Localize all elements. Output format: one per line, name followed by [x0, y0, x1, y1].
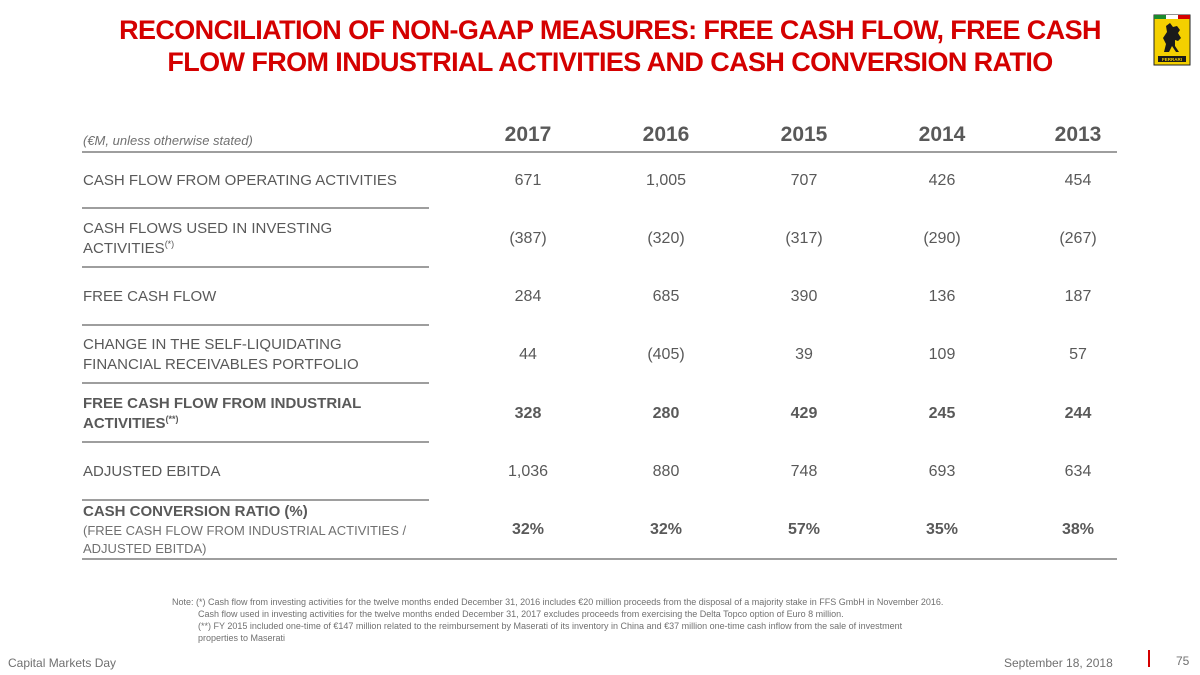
table-cell: 35% [925, 520, 959, 538]
table-cell: 707 [790, 172, 818, 189]
table-cell: 57 [1069, 346, 1087, 363]
footnote-line: Note: (*) Cash flow from investing activ… [172, 597, 944, 607]
table-cell: 429 [790, 404, 818, 422]
table-cell: 245 [928, 404, 956, 422]
row-divider [82, 382, 429, 384]
table-cell: 136 [928, 288, 956, 305]
table-cell: 634 [1064, 463, 1092, 480]
table-cell: 390 [790, 288, 818, 305]
table-cell: 280 [652, 404, 680, 422]
table-cell: (387) [509, 229, 547, 247]
row-label: ADJUSTED EBITDA [83, 443, 428, 501]
table-cell: 671 [514, 172, 542, 189]
table-cell: (317) [785, 229, 823, 247]
footnote-line: properties to Maserati [198, 633, 286, 643]
year-header: 2017 [504, 123, 552, 146]
table-cell: 57% [787, 520, 821, 538]
footer-date: September 18, 2018 [1004, 656, 1113, 670]
table-cell: 284 [514, 288, 542, 305]
year-header: 2013 [1054, 123, 1102, 146]
row-divider [82, 499, 429, 501]
table-cell: 187 [1064, 288, 1092, 305]
table-cell: 685 [652, 288, 680, 305]
footnote-line: Cash flow used in investing activities f… [198, 609, 844, 619]
row-label: CASH CONVERSION RATIO (%) (FREE CASH FLO… [83, 501, 428, 558]
row-label-line: FREE CASH FLOW FROM INDUSTRIAL [83, 394, 362, 412]
row-label: FREE CASH FLOW [83, 268, 428, 326]
year-header: 2016 [642, 123, 690, 146]
logo-wordmark: FERRARI [1162, 57, 1182, 62]
table-row: CASH FLOW FROM OPERATING ACTIVITIES 671 … [82, 153, 1117, 209]
footnote-line: (**) FY 2015 included one-time of €147 m… [198, 621, 903, 631]
table-cell: 39 [795, 346, 813, 363]
row-divider [82, 324, 429, 326]
table-cell: 426 [928, 172, 956, 189]
year-header: 2014 [918, 123, 966, 146]
row-label: CHANGE IN THE SELF-LIQUIDATING FINANCIAL… [83, 326, 428, 384]
row-label-line: CHANGE IN THE SELF-LIQUIDATING [83, 336, 342, 353]
row-label-line: CASH CONVERSION RATIO (%) [83, 502, 308, 520]
table-cell: 32% [649, 520, 683, 538]
row-label: CASH FLOWS USED IN INVESTING ACTIVITIES(… [83, 209, 428, 268]
reconciliation-table: (€M, unless otherwise stated) 2017 2016 … [82, 118, 1117, 560]
row-label-line: FREE CASH FLOW [83, 288, 217, 305]
row-label-line: CASH FLOWS USED IN INVESTING [83, 219, 333, 237]
row-label: CASH FLOW FROM OPERATING ACTIVITIES [83, 153, 428, 209]
table-cell: 693 [928, 463, 956, 480]
row-label-text: ACTIVITIES [83, 414, 166, 432]
table-cell: (405) [647, 346, 685, 363]
table-cell: 880 [652, 463, 680, 480]
slide-title-line-2: FLOW FROM INDUSTRIAL ACTIVITIES AND CASH… [167, 47, 1053, 77]
row-label-line: FINANCIAL RECEIVABLES PORTFOLIO [83, 356, 359, 373]
table-row: FREE CASH FLOW FROM INDUSTRIAL ACTIVITIE… [82, 384, 1117, 443]
table-cell: 109 [928, 346, 956, 363]
row-divider [82, 207, 429, 209]
slide-title-line-1: RECONCILIATION OF NON-GAAP MEASURES: FRE… [119, 15, 1101, 45]
row-divider [82, 441, 429, 443]
table-row: CASH CONVERSION RATIO (%) (FREE CASH FLO… [82, 501, 1117, 560]
page-number: 75 [1176, 654, 1190, 668]
unit-note: (€M, unless otherwise stated) [83, 133, 253, 148]
row-label-line: CASH FLOW FROM OPERATING ACTIVITIES [83, 172, 397, 189]
year-header: 2015 [780, 123, 828, 146]
table-row: CASH FLOWS USED IN INVESTING ACTIVITIES(… [82, 209, 1117, 268]
table-cell: (320) [647, 229, 685, 247]
table-cell: 244 [1064, 404, 1092, 422]
table-cell: (290) [923, 229, 961, 247]
table-cell: 1,036 [507, 463, 549, 480]
table-row: CHANGE IN THE SELF-LIQUIDATING FINANCIAL… [82, 326, 1117, 384]
table-cell: 328 [514, 404, 542, 422]
row-sublabel-line: ADJUSTED EBITDA) [83, 540, 207, 556]
table-cell: 1,005 [645, 172, 687, 189]
prancing-horse-shield-logo-icon: FERRARI [1153, 14, 1191, 66]
footnote-marker: (**) [165, 413, 179, 424]
table-cell: (267) [1059, 229, 1097, 247]
table-cell: 32% [511, 520, 545, 538]
row-label-line: ACTIVITIES(*) [83, 239, 428, 259]
table-cell: 38% [1061, 520, 1095, 538]
row-sublabel-line: (FREE CASH FLOW FROM INDUSTRIAL ACTIVITI… [83, 522, 407, 538]
table-header: (€M, unless otherwise stated) 2017 2016 … [82, 118, 1117, 153]
row-label: FREE CASH FLOW FROM INDUSTRIAL ACTIVITIE… [83, 384, 428, 443]
row-label-line: ACTIVITIES(**) [83, 414, 428, 434]
table-row: ADJUSTED EBITDA 1,036 880 748 693 634 [82, 443, 1117, 501]
row-divider [82, 266, 429, 268]
table-cell: 454 [1064, 172, 1092, 189]
footer-divider [1148, 650, 1150, 667]
table-cell: 44 [519, 346, 537, 363]
footer-event-name: Capital Markets Day [8, 656, 117, 670]
row-label-line: ADJUSTED EBITDA [83, 463, 221, 480]
footnote-marker: (*) [164, 238, 175, 249]
row-label-text: ACTIVITIES [83, 239, 165, 257]
table-cell: 748 [790, 463, 818, 480]
footnote: Note: (*) Cash flow from investing activ… [172, 596, 1052, 644]
slide-title: RECONCILIATION OF NON-GAAP MEASURES: FRE… [80, 14, 1140, 78]
table-row: FREE CASH FLOW 284 685 390 136 187 [82, 268, 1117, 326]
